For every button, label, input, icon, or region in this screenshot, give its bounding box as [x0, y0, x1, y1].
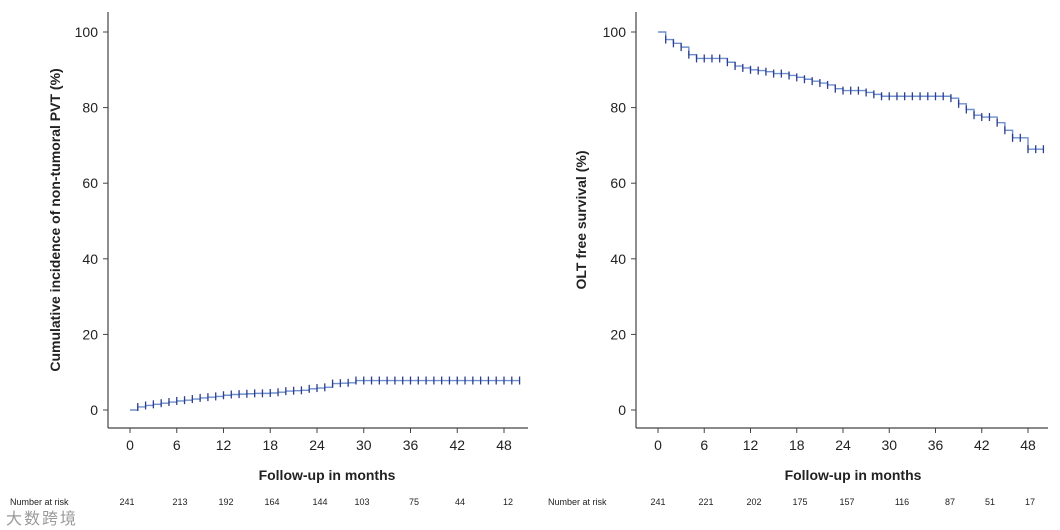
risk-table-value: 241 — [119, 497, 134, 507]
x-axis-title: Follow-up in months — [785, 467, 922, 483]
x-tick-label: 24 — [835, 437, 851, 453]
y-tick-label: 20 — [82, 326, 98, 342]
x-axis-title: Follow-up in months — [259, 467, 396, 483]
risk-table-value: 44 — [455, 497, 465, 507]
y-axis-title: OLT free survival (%) — [573, 150, 589, 289]
x-tick-label: 6 — [700, 437, 708, 453]
x-tick-label: 42 — [449, 437, 465, 453]
x-tick-label: 0 — [126, 437, 134, 453]
x-tick-label: 30 — [356, 437, 372, 453]
x-tick-label: 24 — [309, 437, 325, 453]
y-tick-label: 60 — [610, 175, 626, 191]
y-tick-label: 60 — [82, 175, 98, 191]
risk-table-value: 164 — [264, 497, 279, 507]
y-tick-label: 100 — [603, 24, 627, 40]
risk-table-value: 144 — [312, 497, 327, 507]
y-tick-label: 80 — [82, 100, 98, 116]
y-axis-title: Cumulative incidence of non-tumoral PVT … — [47, 68, 63, 371]
y-tick-label: 0 — [90, 402, 98, 418]
risk-table-value: 17 — [1025, 497, 1035, 507]
risk-table-label: Number at risk — [10, 497, 69, 507]
risk-table-value: 213 — [172, 497, 187, 507]
x-tick-label: 30 — [881, 437, 897, 453]
y-tick-label: 40 — [82, 251, 98, 267]
risk-table-value: 241 — [650, 497, 665, 507]
risk-table-value: 75 — [409, 497, 419, 507]
y-tick-label: 100 — [75, 24, 99, 40]
x-tick-label: 48 — [1020, 437, 1036, 453]
risk-table-value: 157 — [839, 497, 854, 507]
risk-table-value: 51 — [985, 497, 995, 507]
x-tick-label: 42 — [974, 437, 990, 453]
x-tick-label: 48 — [496, 437, 512, 453]
risk-table-value: 87 — [945, 497, 955, 507]
risk-table-value: 221 — [698, 497, 713, 507]
x-tick-label: 6 — [173, 437, 181, 453]
risk-table-value: 192 — [218, 497, 233, 507]
risk-table-value: 116 — [895, 497, 909, 507]
chart-panel-1: 0 20 40 60 80 100 0 6 12 18 24 30 36 42 48 Follow-up in… — [10, 12, 528, 507]
watermark-text: 大数跨境 — [6, 511, 79, 528]
x-tick-label: 36 — [928, 437, 944, 453]
y-tick-label: 20 — [610, 326, 626, 342]
x-tick-label: 12 — [216, 437, 232, 453]
x-tick-label: 18 — [789, 437, 805, 453]
x-tick-label: 12 — [743, 437, 759, 453]
y-tick-label: 40 — [610, 251, 626, 267]
risk-table-value: 202 — [746, 497, 761, 507]
risk-table-value: 175 — [792, 497, 807, 507]
risk-table-value: 12 — [503, 497, 513, 507]
chart-panel-2: 0 20 40 60 80 100 0 6 12 18 24 30 36 42 48 Follow-up in… — [548, 12, 1048, 507]
y-tick-label: 0 — [618, 402, 626, 418]
risk-table-value: 103 — [354, 497, 369, 507]
risk-table-label: Number at risk — [548, 497, 607, 507]
x-tick-label: 18 — [262, 437, 278, 453]
y-tick-label: 80 — [610, 100, 626, 116]
x-tick-label: 0 — [654, 437, 662, 453]
x-tick-label: 36 — [403, 437, 419, 453]
